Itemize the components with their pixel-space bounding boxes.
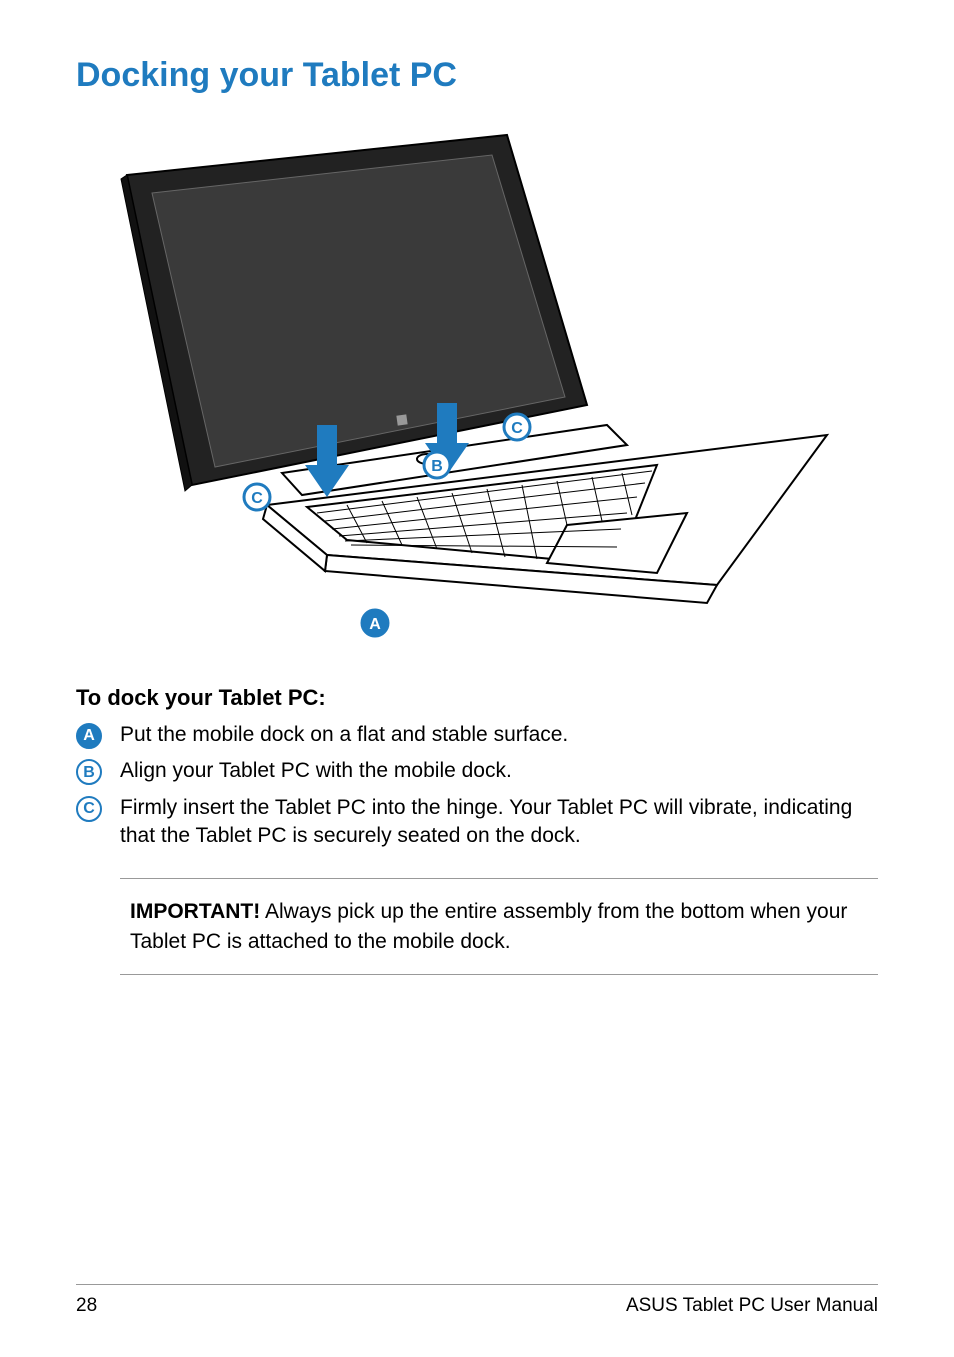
step-c: C Firmly insert the Tablet PC into the h…	[76, 794, 878, 851]
page-title: Docking your Tablet PC	[76, 56, 878, 95]
step-text-a: Put the mobile dock on a flat and stable…	[120, 721, 878, 749]
steps-list: A Put the mobile dock on a flat and stab…	[76, 721, 878, 850]
step-b: B Align your Tablet PC with the mobile d…	[76, 757, 878, 785]
diagram-label-c2: C	[511, 420, 523, 437]
important-note: IMPORTANT! Always pick up the entire ass…	[120, 878, 878, 975]
note-label: IMPORTANT!	[130, 900, 260, 923]
diagram-label-a: A	[369, 616, 381, 633]
doc-title: ASUS Tablet PC User Manual	[626, 1295, 878, 1317]
diagram-label-c1: C	[251, 490, 263, 507]
step-text-b: Align your Tablet PC with the mobile doc…	[120, 757, 878, 785]
page-number: 28	[76, 1295, 97, 1317]
step-badge-c: C	[76, 796, 102, 822]
tablet-dock-illustration: C B C A	[97, 125, 857, 645]
steps-heading: To dock your Tablet PC:	[76, 685, 878, 711]
step-badge-b: B	[76, 759, 102, 785]
page-footer: 28 ASUS Tablet PC User Manual	[76, 1284, 878, 1317]
diagram-label-b: B	[431, 458, 443, 475]
step-text-c: Firmly insert the Tablet PC into the hin…	[120, 794, 878, 851]
docking-diagram: C B C A	[76, 125, 878, 645]
step-badge-a: A	[76, 723, 102, 749]
step-a: A Put the mobile dock on a flat and stab…	[76, 721, 878, 749]
